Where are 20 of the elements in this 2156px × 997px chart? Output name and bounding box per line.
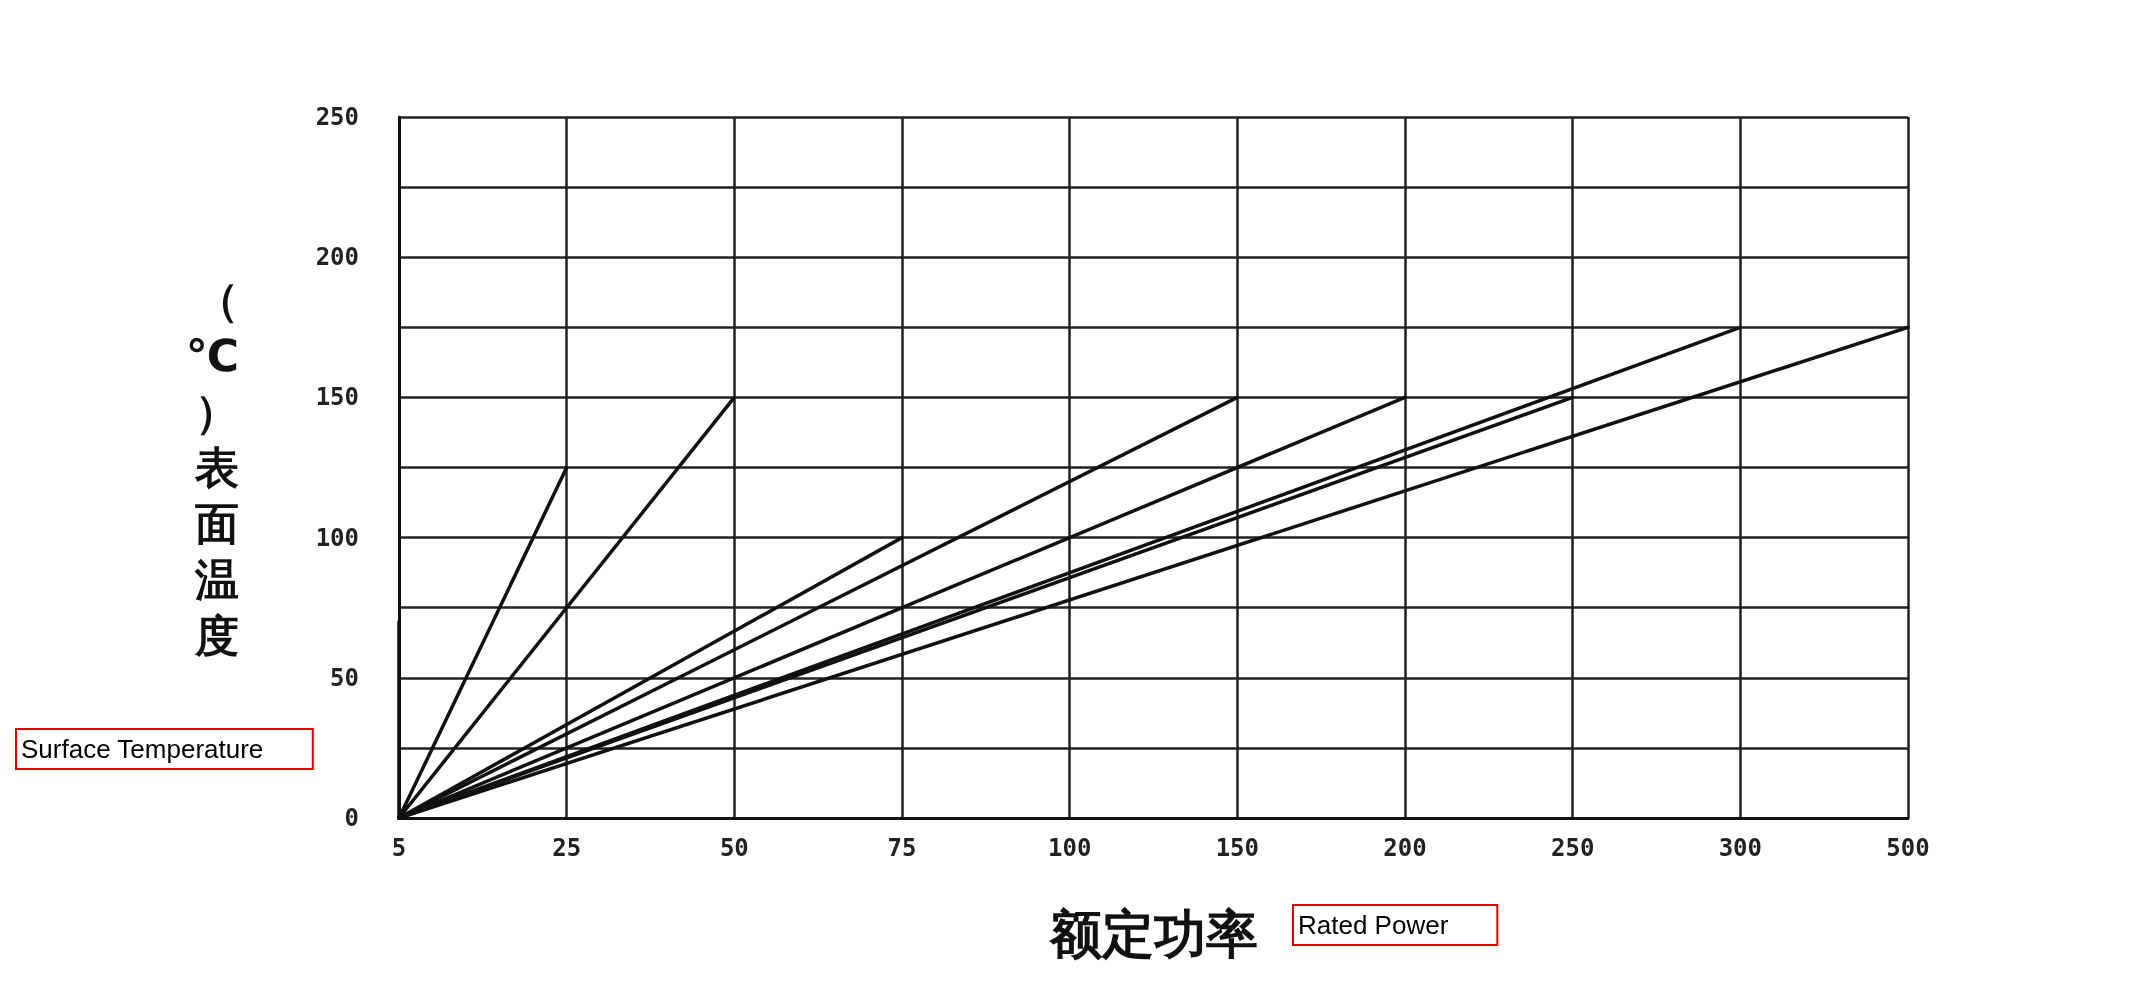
x-tick-label: 250 [1550,834,1595,862]
x-axis-title: 额定功率 [1047,904,1258,964]
x-tick-label: 200 [1383,834,1427,862]
y-tick-label: 150 [315,383,359,412]
x-tick-label: 25 [552,834,582,862]
y-axis-title: （℃）表面温度 [185,274,239,661]
y-tick-label: 100 [315,523,359,552]
x-tick-label: 150 [1215,834,1260,862]
x-tick-label: 500 [1886,834,1930,862]
x-tick-label: 100 [1047,834,1092,862]
text: Rated Power [1298,910,1449,940]
x-tick-label: 50 [719,834,749,862]
x-tick-label: 5 [391,834,407,862]
text: Surface Temperature [21,734,264,764]
x-tick-label: 75 [887,834,917,862]
x-tick-label: 300 [1718,834,1763,862]
y-tick-label: 0 [344,804,359,832]
y-tick-label: 250 [315,103,359,131]
y-tick-label: 50 [330,663,359,692]
y-tick-label: 200 [315,243,359,272]
